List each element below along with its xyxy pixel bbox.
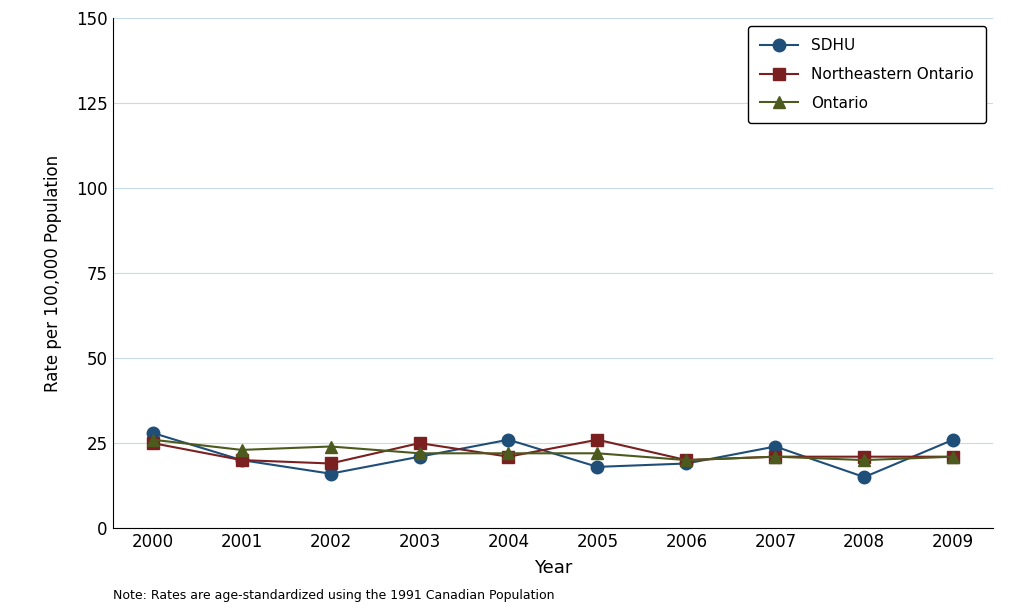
Ontario bbox=[769, 453, 781, 460]
Northeastern Ontario bbox=[858, 453, 870, 460]
Text: Note: Rates are age-standardized using the 1991 Canadian Population: Note: Rates are age-standardized using t… bbox=[113, 589, 554, 602]
Northeastern Ontario bbox=[947, 453, 959, 460]
Line: SDHU: SDHU bbox=[146, 427, 959, 483]
Northeastern Ontario bbox=[146, 440, 159, 447]
Northeastern Ontario bbox=[769, 453, 781, 460]
X-axis label: Year: Year bbox=[534, 559, 572, 577]
SDHU bbox=[236, 456, 248, 464]
Line: Ontario: Ontario bbox=[146, 433, 959, 467]
Northeastern Ontario bbox=[414, 440, 426, 447]
SDHU bbox=[680, 460, 692, 467]
Ontario bbox=[236, 446, 248, 454]
SDHU bbox=[146, 429, 159, 437]
SDHU bbox=[858, 473, 870, 481]
Line: Northeastern Ontario: Northeastern Ontario bbox=[147, 434, 958, 469]
SDHU bbox=[591, 463, 603, 470]
SDHU bbox=[947, 436, 959, 443]
Ontario bbox=[858, 456, 870, 464]
Ontario bbox=[325, 443, 337, 450]
Northeastern Ontario bbox=[236, 456, 248, 464]
Ontario bbox=[947, 453, 959, 460]
Y-axis label: Rate per 100,000 Population: Rate per 100,000 Population bbox=[44, 155, 62, 392]
Northeastern Ontario bbox=[503, 453, 515, 460]
Legend: SDHU, Northeastern Ontario, Ontario: SDHU, Northeastern Ontario, Ontario bbox=[748, 26, 986, 123]
Northeastern Ontario bbox=[680, 456, 692, 464]
Ontario bbox=[503, 449, 515, 457]
Ontario bbox=[146, 436, 159, 443]
Ontario bbox=[680, 456, 692, 464]
SDHU bbox=[414, 453, 426, 460]
SDHU bbox=[325, 470, 337, 477]
Ontario bbox=[414, 449, 426, 457]
Northeastern Ontario bbox=[325, 460, 337, 467]
SDHU bbox=[769, 443, 781, 450]
Northeastern Ontario bbox=[591, 436, 603, 443]
SDHU bbox=[503, 436, 515, 443]
Ontario bbox=[591, 449, 603, 457]
